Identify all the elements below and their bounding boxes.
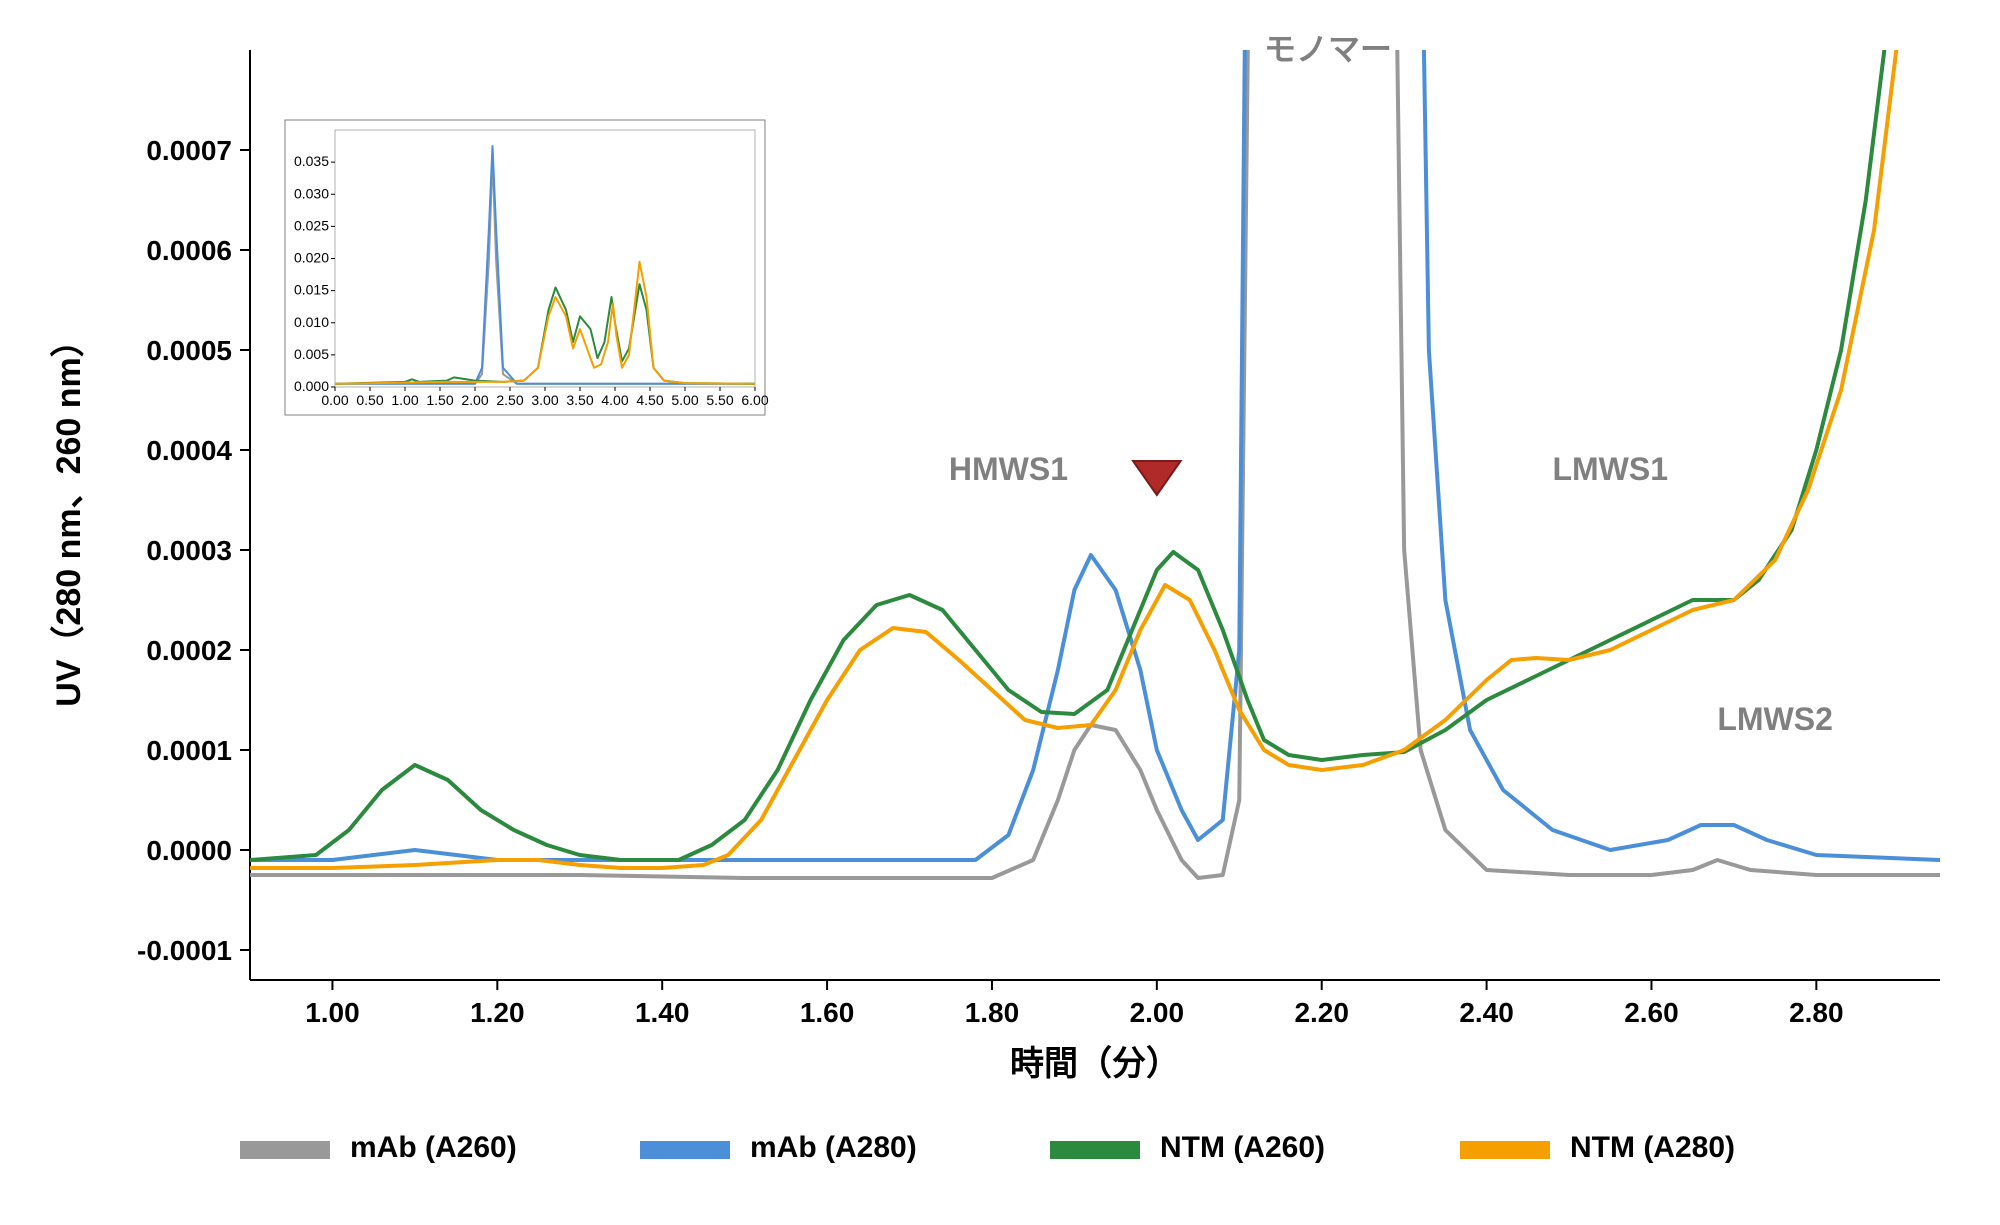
- inset-x-tick: 2.50: [496, 392, 523, 408]
- x-tick-label: 1.20: [470, 997, 525, 1028]
- y-tick-label: 0.0001: [146, 735, 232, 766]
- peak-annotation: モノマー: [1264, 31, 1392, 67]
- y-tick-label: 0.0003: [146, 535, 232, 566]
- legend-label: NTM (A280): [1570, 1131, 1735, 1164]
- y-tick-label: 0.0006: [146, 235, 232, 266]
- x-tick-label: 2.20: [1294, 997, 1349, 1028]
- x-tick-label: 1.00: [305, 997, 360, 1028]
- inset-x-tick: 0.00: [321, 392, 348, 408]
- inset-y-tick: 0.030: [294, 185, 329, 201]
- peak-annotation: LMWS2: [1717, 701, 1833, 737]
- x-tick-label: 2.60: [1624, 997, 1679, 1028]
- legend-swatch: [1460, 1141, 1550, 1159]
- inset-y-tick: 0.010: [294, 314, 329, 330]
- x-tick-label: 1.80: [965, 997, 1020, 1028]
- x-tick-label: 1.60: [800, 997, 855, 1028]
- inset-y-tick: 0.015: [294, 282, 329, 298]
- peak-annotation: LMWS1: [1552, 451, 1668, 487]
- inset-x-tick: 5.50: [706, 392, 733, 408]
- inset-y-tick: 0.035: [294, 153, 329, 169]
- y-axis-label: UV（280 nm、260 nm）: [49, 323, 88, 707]
- inset-x-tick: 3.50: [566, 392, 593, 408]
- uv-chromatogram-chart: -0.0001 0.0000 0.0001 0.0002 0.0003 0.0004 0.0…: [20, 20, 1980, 1205]
- inset-x-tick: 0.50: [356, 392, 383, 408]
- y-tick-label: 0.0005: [146, 335, 232, 366]
- legend-swatch: [240, 1141, 330, 1159]
- inset-y-tick: 0.025: [294, 217, 329, 233]
- y-tick-label: 0.0000: [146, 835, 232, 866]
- x-axis-label: 時間（分）: [1010, 1044, 1180, 1083]
- inset-x-tick: 4.50: [636, 392, 663, 408]
- chart-svg: -0.0001 0.0000 0.0001 0.0002 0.0003 0.0004 0.0…: [20, 20, 1980, 1205]
- inset-x-tick: 1.00: [391, 392, 418, 408]
- inset-x-tick: 3.00: [531, 392, 558, 408]
- y-tick-label: -0.0001: [137, 935, 232, 966]
- y-tick-label: 0.0007: [146, 135, 232, 166]
- x-tick-label: 1.40: [635, 997, 690, 1028]
- inset-frame: [285, 120, 765, 415]
- inset-y-tick: 0.005: [294, 346, 329, 362]
- legend-label: NTM (A260): [1160, 1131, 1325, 1164]
- peak-annotation: HMWS1: [949, 451, 1068, 487]
- inset-x-tick: 4.00: [601, 392, 628, 408]
- x-tick-label: 2.40: [1459, 997, 1514, 1028]
- inset-x-tick: 5.00: [671, 392, 698, 408]
- legend-label: mAb (A260): [350, 1131, 517, 1164]
- legend-swatch: [1050, 1141, 1140, 1159]
- inset-x-tick: 6.00: [741, 392, 768, 408]
- inset-x-tick: 2.00: [461, 392, 488, 408]
- x-tick-label: 2.80: [1789, 997, 1844, 1028]
- y-tick-label: 0.0004: [146, 435, 232, 466]
- legend-label: mAb (A280): [750, 1131, 917, 1164]
- inset-x-tick: 1.50: [426, 392, 453, 408]
- y-tick-label: 0.0002: [146, 635, 232, 666]
- x-tick-label: 2.00: [1130, 997, 1185, 1028]
- inset-y-tick: 0.020: [294, 250, 329, 266]
- legend-swatch: [640, 1141, 730, 1159]
